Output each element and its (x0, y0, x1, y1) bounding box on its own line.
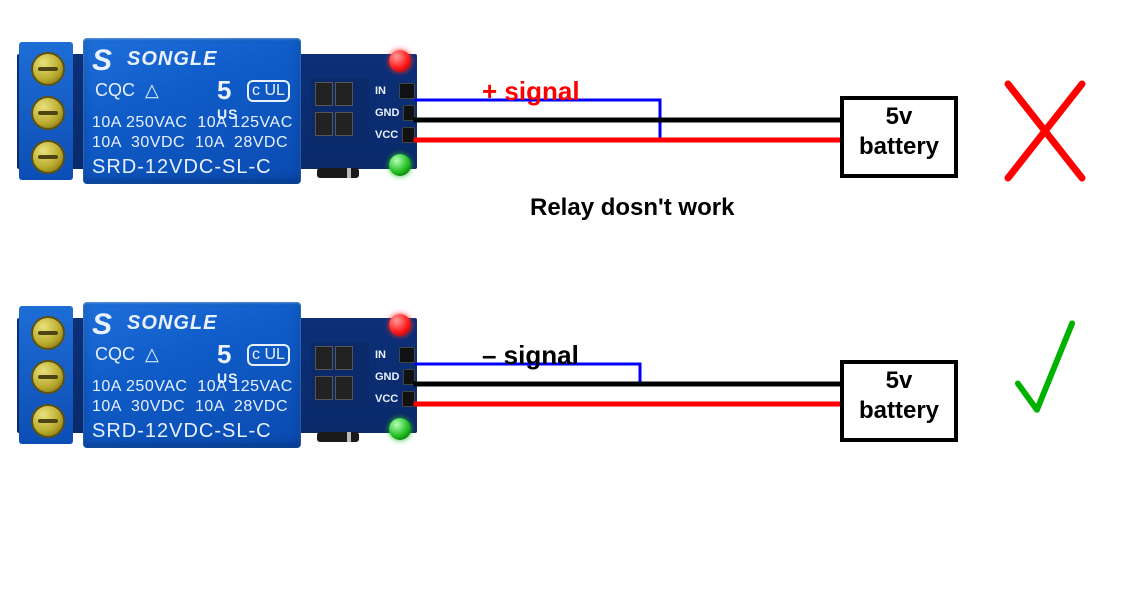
relay-spec-line1: 10A 250VAC 10A 125VAC (92, 114, 293, 132)
relay-module-top: S SONGLE CQC △ c UL 5US 10A 250VAC 10A 1… (17, 36, 417, 186)
relay-spec-line2: 10A 30VDC 10A 28VDC (92, 398, 288, 416)
pin-label-gnd: GND (375, 107, 399, 119)
battery-line2: battery (844, 396, 954, 426)
pin-in (399, 347, 415, 363)
relay-module-bottom: S SONGLE CQC △ c UL 5US 10A 250VAC 10A 1… (17, 300, 417, 450)
pin-label-vcc: VCC (375, 129, 398, 141)
relay-logo-glyph: S (92, 308, 112, 342)
battery-box-top: 5v battery (840, 96, 958, 178)
battery-line1: 5v (844, 366, 954, 396)
screw-terminal (31, 96, 65, 130)
screw-terminal (31, 404, 65, 438)
battery-line1: 5v (844, 102, 954, 132)
check-mark-icon (1000, 316, 1090, 426)
relay-cqc: CQC △ (95, 80, 159, 101)
relay-ul: c UL (247, 344, 290, 366)
screw-terminal-block (19, 306, 73, 444)
screw-terminal (31, 140, 65, 174)
smd-area (311, 78, 369, 144)
power-led-icon (389, 50, 411, 72)
flyback-diode (317, 432, 359, 442)
relay-brand: SONGLE (127, 48, 217, 71)
pin-in (399, 83, 415, 99)
relay-ul: c UL (247, 80, 290, 102)
pin-label-gnd: GND (375, 371, 399, 383)
status-led-icon (389, 154, 411, 176)
pin-header: IN GND VCC (375, 348, 415, 406)
screw-terminal (31, 360, 65, 394)
pin-label-in: IN (375, 349, 386, 361)
pin-gnd (403, 105, 415, 121)
pin-vcc (402, 127, 415, 143)
relay-part-number: SRD-12VDC-SL-C (92, 420, 272, 443)
pin-header: IN GND VCC (375, 84, 415, 142)
screw-terminal-block (19, 42, 73, 180)
signal-label-top: + signal (482, 76, 580, 107)
signal-label-bottom: – signal (482, 340, 579, 371)
status-led-icon (389, 418, 411, 440)
smd-area (311, 342, 369, 408)
diagram-stage: S SONGLE CQC △ c UL 5US 10A 250VAC 10A 1… (0, 0, 1123, 589)
caption-top: Relay dosn't work (530, 194, 734, 222)
pin-vcc (402, 391, 415, 407)
pin-label-in: IN (375, 85, 386, 97)
relay-part-number: SRD-12VDC-SL-C (92, 156, 272, 179)
flyback-diode (317, 168, 359, 178)
power-led-icon (389, 314, 411, 336)
relay-brand: SONGLE (127, 312, 217, 335)
pin-label-vcc: VCC (375, 393, 398, 405)
relay-spec-line2: 10A 30VDC 10A 28VDC (92, 134, 288, 152)
cross-mark-icon (1000, 76, 1090, 186)
pin-gnd (403, 369, 415, 385)
relay-cqc: CQC △ (95, 344, 159, 365)
relay-logo-glyph: S (92, 44, 112, 78)
screw-terminal (31, 316, 65, 350)
battery-line2: battery (844, 132, 954, 162)
battery-box-bottom: 5v battery (840, 360, 958, 442)
screw-terminal (31, 52, 65, 86)
relay-spec-line1: 10A 250VAC 10A 125VAC (92, 378, 293, 396)
